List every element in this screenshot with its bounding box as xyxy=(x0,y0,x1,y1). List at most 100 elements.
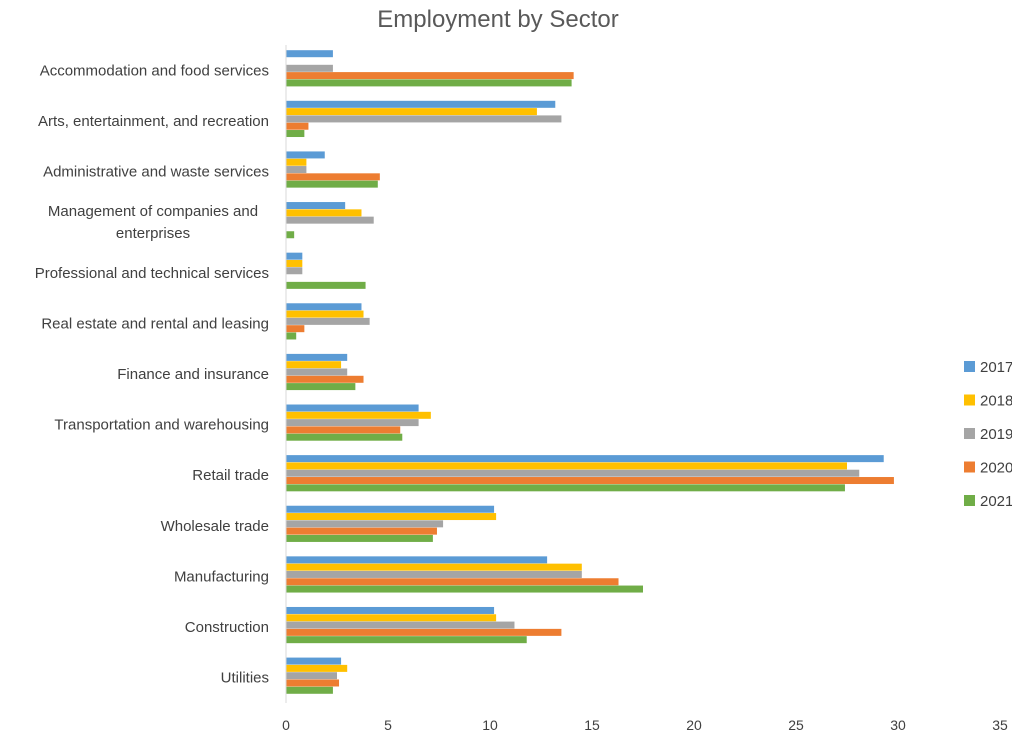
bar-2017-12 xyxy=(286,657,342,665)
legend-label-2018: 2018 xyxy=(980,393,1012,410)
bar-2017-11 xyxy=(286,606,495,614)
bar-2018-5 xyxy=(286,310,364,318)
x-tick-label: 25 xyxy=(788,717,804,733)
category-label: Management of companies and xyxy=(48,203,258,220)
bar-2020-10 xyxy=(286,578,619,586)
x-tick-label: 10 xyxy=(482,717,498,733)
bar-2020-9 xyxy=(286,527,437,535)
legend-label-2019: 2019 xyxy=(980,426,1012,443)
x-tick-label: 0 xyxy=(282,717,290,733)
bar-2020-1 xyxy=(286,122,309,130)
category-label: enterprises xyxy=(116,225,190,242)
bar-2021-2 xyxy=(286,180,378,188)
bar-2017-2 xyxy=(286,151,325,159)
bar-2019-5 xyxy=(286,317,370,325)
bar-2020-8 xyxy=(286,477,894,485)
category-label: Transportation and warehousing xyxy=(54,417,269,434)
bar-2019-12 xyxy=(286,672,337,680)
category-label: Manufacturing xyxy=(174,568,269,585)
bar-2018-8 xyxy=(286,462,847,470)
bar-2019-3 xyxy=(286,216,374,224)
bar-2019-7 xyxy=(286,419,419,427)
bar-2017-0 xyxy=(286,50,333,58)
bar-2019-4 xyxy=(286,267,303,275)
bar-2018-7 xyxy=(286,411,431,419)
bar-2018-10 xyxy=(286,563,582,571)
bar-2020-11 xyxy=(286,628,562,636)
category-label: Construction xyxy=(185,619,269,636)
x-tick-label: 15 xyxy=(584,717,600,733)
bar-2017-10 xyxy=(286,556,548,564)
bar-2021-0 xyxy=(286,79,572,87)
bar-2017-7 xyxy=(286,404,419,412)
bar-2019-6 xyxy=(286,368,348,376)
chart-title: Employment by Sector xyxy=(377,6,618,33)
bar-2017-8 xyxy=(286,455,884,463)
bar-2021-7 xyxy=(286,433,403,441)
x-tick-label: 20 xyxy=(686,717,702,733)
bar-2019-1 xyxy=(286,115,562,123)
bar-2021-5 xyxy=(286,332,297,340)
bar-2018-11 xyxy=(286,614,497,622)
bar-2020-6 xyxy=(286,375,364,383)
x-axis-tick-labels: 0 5 10 15 20 25 30 35 xyxy=(282,717,1008,733)
legend-label-2017: 2017 xyxy=(980,359,1012,376)
legend-swatch-2021 xyxy=(964,495,975,506)
bar-2017-6 xyxy=(286,353,348,361)
bar-2017-9 xyxy=(286,505,495,513)
x-tick-label: 35 xyxy=(992,717,1008,733)
x-tick-label: 30 xyxy=(890,717,906,733)
category-labels: Accommodation and food services Arts, ent… xyxy=(35,62,269,686)
bar-2018-6 xyxy=(286,361,342,369)
category-label: Retail trade xyxy=(192,467,269,484)
bar-2020-5 xyxy=(286,325,305,333)
bar-2018-9 xyxy=(286,513,497,521)
bar-2020-12 xyxy=(286,679,340,687)
category-label: Professional and technical services xyxy=(35,265,269,282)
bar-2020-7 xyxy=(286,426,401,434)
x-tick-label: 5 xyxy=(384,717,392,733)
bar-2018-4 xyxy=(286,259,303,267)
bar-2017-4 xyxy=(286,252,303,260)
bar-2021-11 xyxy=(286,636,527,644)
bar-2019-8 xyxy=(286,469,860,477)
legend-label-2020: 2020 xyxy=(980,460,1012,477)
bar-2021-8 xyxy=(286,484,845,492)
legend-label-2021: 2021 xyxy=(980,493,1012,510)
bar-2019-0 xyxy=(286,64,333,72)
bar-2020-0 xyxy=(286,72,574,80)
bar-2021-1 xyxy=(286,130,305,138)
bar-2019-9 xyxy=(286,520,444,528)
bar-2017-3 xyxy=(286,202,346,210)
category-label: Arts, entertainment, and recreation xyxy=(38,113,269,130)
bar-2017-5 xyxy=(286,303,362,311)
category-label: Real estate and rental and leasing xyxy=(41,315,269,332)
legend-swatch-2018 xyxy=(964,394,975,406)
legend: 2017 2018 2019 2020 2021 xyxy=(964,359,1012,510)
bar-2021-12 xyxy=(286,686,333,694)
legend-swatch-2017 xyxy=(964,361,975,372)
bar-2021-9 xyxy=(286,534,433,542)
category-label: Wholesale trade xyxy=(161,518,269,535)
bar-2019-10 xyxy=(286,570,582,578)
bar-2017-1 xyxy=(286,100,556,108)
bar-2021-6 xyxy=(286,383,356,391)
legend-swatch-2019 xyxy=(964,428,975,439)
category-label: Finance and insurance xyxy=(117,366,269,383)
bar-2021-10 xyxy=(286,585,643,593)
bar-2018-1 xyxy=(286,108,537,116)
bar-2018-2 xyxy=(286,158,307,166)
bar-2018-12 xyxy=(286,664,348,672)
legend-swatch-2020 xyxy=(964,461,975,473)
bar-2018-3 xyxy=(286,209,362,217)
bar-2019-11 xyxy=(286,621,515,629)
bar-2020-2 xyxy=(286,173,380,181)
category-label: Accommodation and food services xyxy=(40,62,269,79)
category-label: Administrative and waste services xyxy=(43,164,269,181)
bar-2021-4 xyxy=(286,281,366,289)
bar-2019-2 xyxy=(286,166,307,174)
bars-layer xyxy=(286,50,894,694)
category-label: Utilities xyxy=(221,670,269,687)
bar-2021-3 xyxy=(286,231,295,239)
